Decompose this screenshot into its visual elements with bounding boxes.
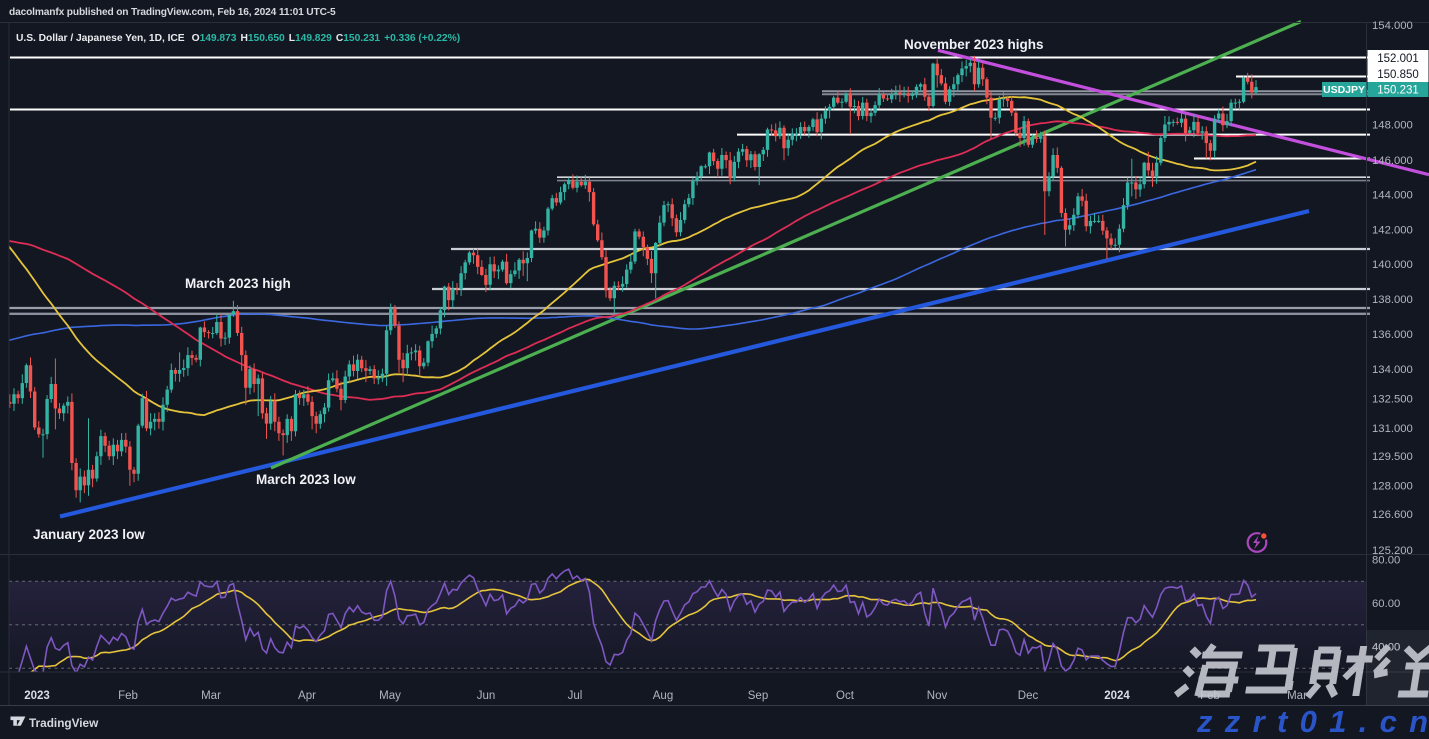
svg-text:Nov: Nov — [927, 690, 948, 702]
svg-text:146.000: 146.000 — [1372, 155, 1413, 167]
svg-text:80.00: 80.00 — [1372, 555, 1400, 567]
svg-text:Sep: Sep — [748, 690, 768, 702]
svg-text:131.000: 131.000 — [1372, 423, 1413, 435]
svg-text:May: May — [379, 690, 401, 702]
svg-text:November 2023 highs: November 2023 highs — [904, 37, 1044, 52]
svg-text:TradingView: TradingView — [29, 716, 99, 730]
svg-text:Apr: Apr — [298, 690, 316, 702]
svg-text:128.000: 128.000 — [1372, 481, 1413, 493]
svg-text:January 2023 low: January 2023 low — [33, 527, 145, 542]
svg-text:148.000: 148.000 — [1372, 120, 1413, 132]
svg-text:dacolmanfx published on Tradin: dacolmanfx published on TradingView.com,… — [9, 7, 336, 18]
svg-text:150.850: 150.850 — [1377, 69, 1419, 81]
svg-text:2023: 2023 — [24, 690, 50, 702]
svg-text:USDJPY: USDJPY — [1323, 84, 1365, 96]
svg-text:Feb: Feb — [118, 690, 138, 702]
svg-text:150.231: 150.231 — [1377, 85, 1419, 97]
svg-text:136.000: 136.000 — [1372, 329, 1413, 341]
svg-text:Jul: Jul — [568, 690, 583, 702]
svg-text:142.000: 142.000 — [1372, 225, 1413, 237]
svg-text:Dec: Dec — [1018, 690, 1039, 702]
svg-text:40.00: 40.00 — [1372, 642, 1400, 654]
svg-text:Oct: Oct — [836, 690, 855, 702]
svg-text:154.000: 154.000 — [1372, 20, 1413, 32]
svg-text:129.500: 129.500 — [1372, 451, 1413, 463]
svg-text:134.000: 134.000 — [1372, 364, 1413, 376]
svg-text:March 2023 high: March 2023 high — [185, 276, 291, 291]
svg-text:144.000: 144.000 — [1372, 190, 1413, 202]
svg-text:Jun: Jun — [477, 690, 496, 702]
svg-text:2024: 2024 — [1104, 690, 1130, 702]
svg-text:138.000: 138.000 — [1372, 294, 1413, 306]
svg-text:Aug: Aug — [653, 690, 673, 702]
svg-text:125.200: 125.200 — [1372, 545, 1413, 557]
svg-text:March 2023 low: March 2023 low — [256, 472, 356, 487]
svg-text:60.00: 60.00 — [1372, 598, 1400, 610]
svg-text:140.000: 140.000 — [1372, 259, 1413, 271]
svg-text:152.001: 152.001 — [1377, 53, 1419, 65]
svg-text:Mar: Mar — [201, 690, 221, 702]
svg-text:126.600: 126.600 — [1372, 509, 1413, 521]
svg-text:zzrt01.cn: zzrt01.cn — [1196, 704, 1429, 739]
svg-text:132.500: 132.500 — [1372, 394, 1413, 406]
svg-text:Mar: Mar — [1287, 690, 1307, 702]
